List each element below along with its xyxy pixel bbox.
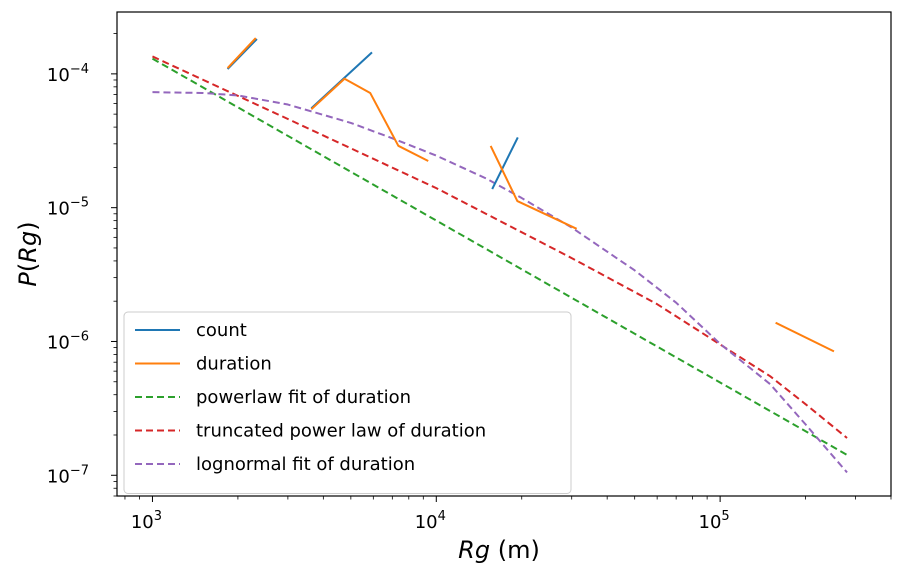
series-line-count xyxy=(491,136,519,190)
y-tick-label: 10−7 xyxy=(47,463,89,487)
legend: count duration powerlaw fit of duration tru… xyxy=(123,311,572,494)
x-axis-title: Rg (m) xyxy=(458,536,540,564)
x-tick-label: 103 xyxy=(131,509,162,533)
series-line-duration xyxy=(310,77,429,162)
legend-label-powerlaw-fit-of-duration: powerlaw fit of duration xyxy=(196,387,411,408)
legend-label-lognormal-fit-of-duration: lognormal fit of duration xyxy=(196,454,415,475)
y-axis: 10−4 10−5 10−6 10−7 xyxy=(47,33,117,497)
series-line-powerlaw-fit-of-duration xyxy=(151,57,848,456)
legend-label-duration: duration xyxy=(196,354,272,375)
x-axis: 103 104 105 xyxy=(124,496,892,533)
y-axis-title: P(Rg) xyxy=(14,221,42,286)
series-line-duration xyxy=(226,37,257,69)
plot-area xyxy=(151,37,848,474)
legend-box xyxy=(123,311,572,494)
y-tick-label: 10−5 xyxy=(47,196,89,220)
x-tick-label: 105 xyxy=(699,509,730,533)
series-line-lognormal-fit-of-duration xyxy=(152,91,848,474)
series-line-duration xyxy=(489,145,578,230)
x-tick-label: 104 xyxy=(415,509,446,533)
y-tick-label: 10−6 xyxy=(47,329,89,353)
series-line-duration xyxy=(775,321,835,353)
x-axis-label: Rg (m) xyxy=(458,536,540,564)
y-tick-label: 10−4 xyxy=(47,62,89,86)
axes-frame xyxy=(116,11,892,497)
legend-label-truncated-power-law-of-duration: truncated power law of duration xyxy=(196,421,486,442)
series-line-truncated-power-law-of-duration xyxy=(152,55,848,439)
y-axis-label: P(Rg) xyxy=(14,221,42,286)
legend-label-count: count xyxy=(196,320,247,341)
